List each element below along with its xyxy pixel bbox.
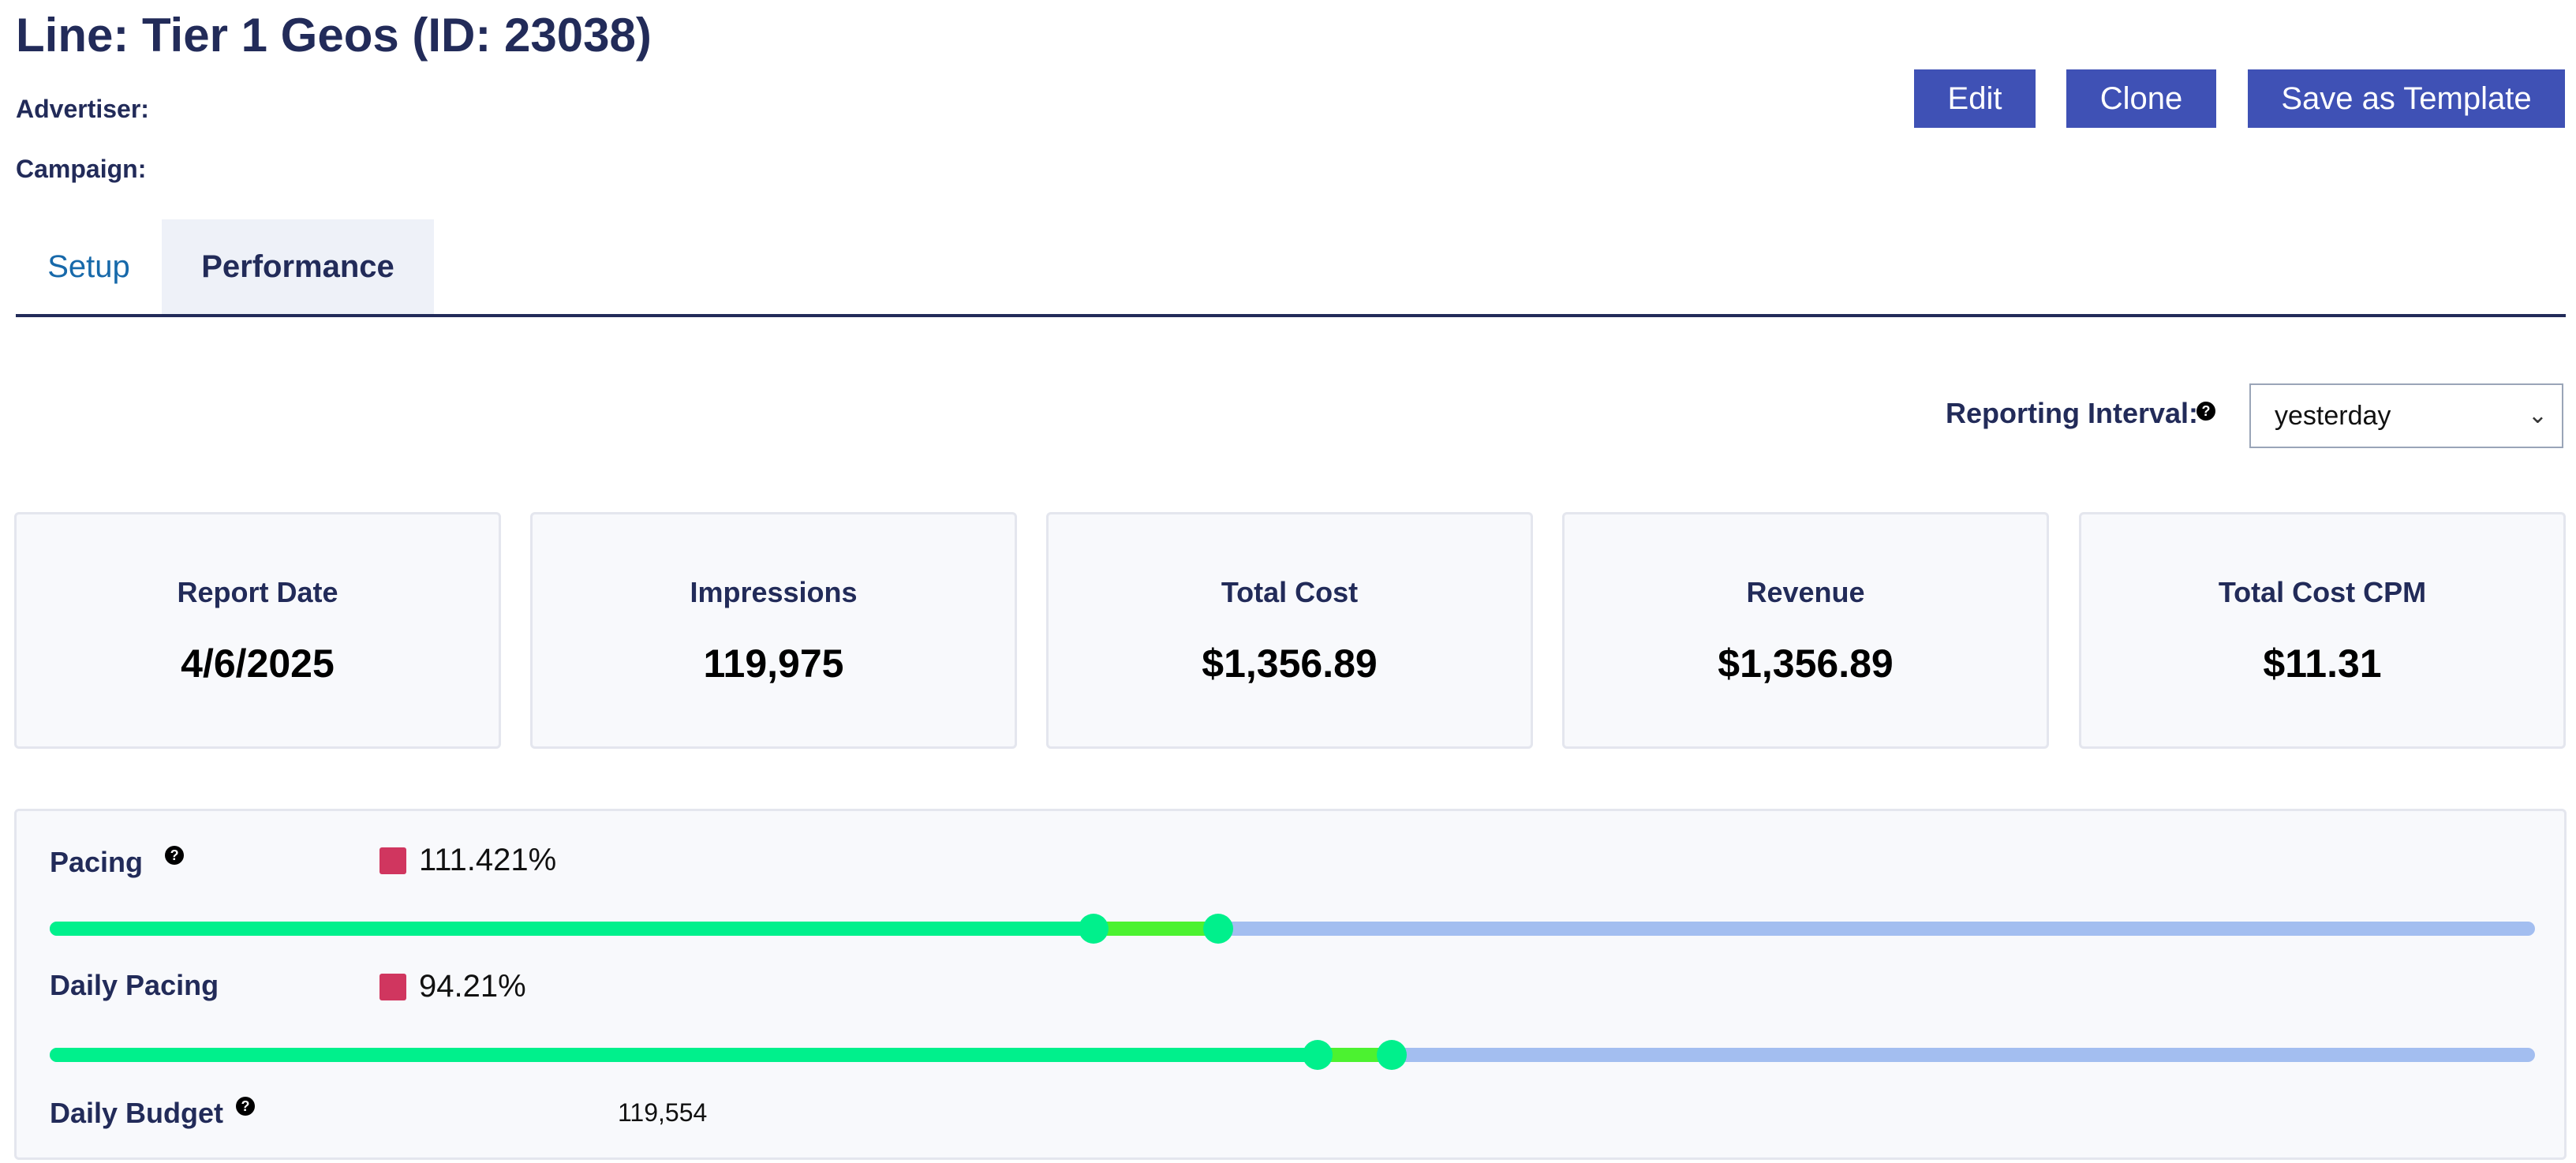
daily-budget-label: Daily Budget ? (50, 1097, 256, 1130)
daily-pacing-progress-overage (1317, 1048, 1392, 1062)
reporting-interval-text: Reporting Interval: (1946, 397, 2199, 429)
edit-button[interactable]: Edit (1914, 69, 2036, 128)
daily-pacing-value: 94.21% (419, 969, 526, 1004)
daily-pacing-label: Daily Pacing (50, 969, 219, 1001)
tab-bar: Setup Performance (16, 219, 2566, 317)
reporting-interval-select[interactable]: yesterday ⌄ (2249, 383, 2563, 448)
daily-budget-label-text: Daily Budget (50, 1097, 224, 1129)
pacing-label-text: Pacing (50, 846, 144, 878)
card-value: $1,356.89 (1718, 641, 1894, 686)
total-cost-card: Total Cost $1,356.89 (1046, 512, 1533, 749)
help-circle-icon[interactable]: ? (165, 846, 185, 865)
pacing-progress-fill (50, 922, 1094, 936)
daily-pacing-progress-fill (50, 1048, 1318, 1062)
daily-budget-value: 119,554 (618, 1098, 708, 1127)
campaign-label: Campaign: (16, 155, 147, 183)
card-label: Total Cost CPM (2218, 576, 2427, 608)
help-circle-icon[interactable]: ? (236, 1097, 256, 1116)
report-date-card: Report Date 4/6/2025 (14, 512, 501, 749)
reporting-interval-value: yesterday (2275, 401, 2391, 431)
impressions-card: Impressions 119,975 (530, 512, 1017, 749)
daily-pacing-marker-end (1377, 1040, 1407, 1070)
pacing-marker-end (1202, 914, 1233, 944)
card-value: 119,975 (703, 641, 844, 686)
clone-button[interactable]: Clone (2066, 69, 2216, 128)
help-circle-icon[interactable]: ? (2197, 402, 2215, 421)
pacing-marker-start (1079, 914, 1109, 944)
card-label: Report Date (177, 576, 338, 608)
save-as-template-button[interactable]: Save as Template (2248, 69, 2565, 128)
tab-setup[interactable]: Setup (47, 249, 130, 284)
card-label: Revenue (1746, 576, 1865, 608)
advertiser-label: Advertiser: (16, 95, 149, 123)
pacing-value: 111.421% (419, 843, 557, 877)
chevron-down-icon: ⌄ (2527, 402, 2548, 428)
pacing-progress-overage (1094, 922, 1218, 936)
card-label: Total Cost (1221, 576, 1359, 608)
tab-performance[interactable]: Performance (162, 219, 434, 314)
daily-pacing-progress-bar (50, 1040, 2535, 1070)
card-value: $1,356.89 (1202, 641, 1378, 686)
card-value: $11.31 (2263, 641, 2382, 686)
reporting-interval-label: Reporting Interval: ? (1946, 397, 2215, 430)
card-label: Impressions (690, 576, 858, 608)
pacing-progress-bar (50, 914, 2535, 944)
revenue-card: Revenue $1,356.89 (1562, 512, 2049, 749)
pacing-status-swatch (379, 847, 406, 874)
pacing-label: Pacing ? (50, 846, 185, 879)
daily-pacing-status-swatch (379, 974, 406, 1000)
card-value: 4/6/2025 (181, 641, 335, 686)
daily-pacing-marker-start (1302, 1040, 1333, 1070)
pacing-panel: Pacing ? 111.421% Daily Pacing 94.21% Da… (14, 809, 2567, 1160)
page-title: Line: Tier 1 Geos (ID: 23038) (16, 9, 652, 62)
total-cost-cpm-card: Total Cost CPM $11.31 (2079, 512, 2566, 749)
